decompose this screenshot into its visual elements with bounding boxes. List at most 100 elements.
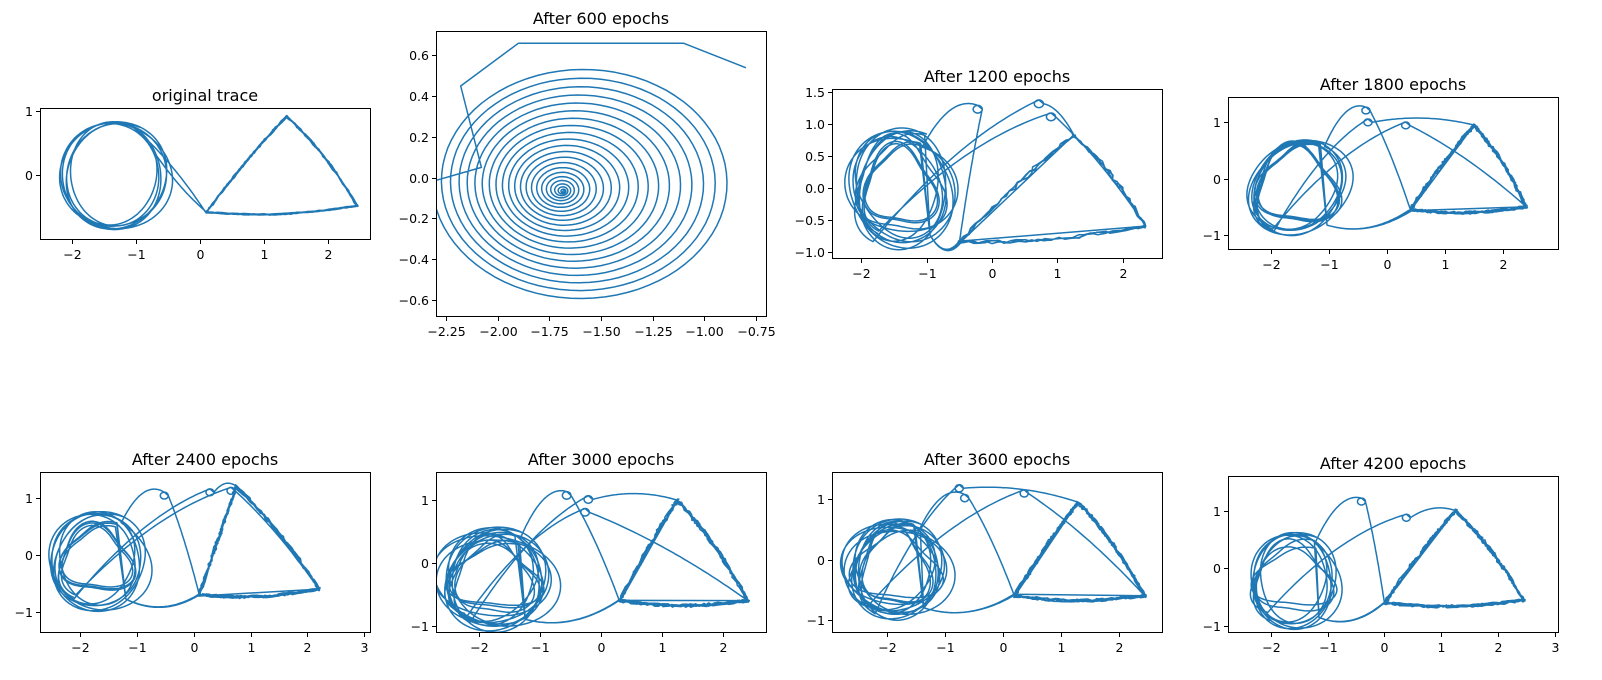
x-tick-label: −2	[470, 640, 488, 655]
axes-frame	[1228, 97, 1559, 250]
y-tick-label: 0	[421, 556, 429, 571]
x-tick-label: 2	[720, 640, 728, 655]
subplot-2: After 600 epochs −2.25 −2.00 −1.75 −1.50 −1.2…	[399, 9, 776, 339]
y-tick-label: 0.5	[805, 149, 825, 164]
x-tick-label: 2	[304, 640, 312, 655]
y-tick-label: 0	[1213, 172, 1221, 187]
y-tick-label: 1	[25, 104, 33, 119]
x-tick-label: 3	[1552, 640, 1560, 655]
subplot-title: After 1200 epochs	[924, 67, 1070, 86]
x-tick-label: 0	[1381, 640, 1389, 655]
x-tick-label: −1.50	[582, 324, 620, 339]
x-tick-label: 1	[659, 640, 667, 655]
trace-line	[48, 482, 321, 613]
y-tick-label: −1	[807, 613, 825, 628]
x-tick-label: −1.75	[530, 324, 568, 339]
x-tick-label: 0	[191, 640, 199, 655]
y-tick-label: −0.6	[399, 293, 429, 308]
subplot-8: After 4200 epochs −2 −1 0 1 2 3 −1 0 1	[1203, 454, 1560, 655]
axes-frame	[40, 472, 371, 633]
y-tick-label: 1	[1213, 115, 1221, 130]
x-tick-label: 1	[248, 640, 256, 655]
axes-frame	[832, 89, 1163, 259]
subplot-title: After 3600 epochs	[924, 450, 1070, 469]
x-tick-label: 1	[1058, 640, 1066, 655]
x-tick-label: 2	[1120, 266, 1128, 281]
x-tick-label: −1.00	[685, 324, 723, 339]
x-tick-label: 1	[1438, 640, 1446, 655]
x-tick-label: −1	[1320, 257, 1338, 272]
subplot-title: After 4200 epochs	[1320, 454, 1466, 473]
y-tick-label: 0	[1213, 561, 1221, 576]
subplot-title: original trace	[152, 86, 258, 105]
x-tick-label: 0	[989, 266, 997, 281]
y-tick-label: 0	[817, 553, 825, 568]
x-tick-label: −2	[1262, 257, 1280, 272]
trace-line	[58, 114, 359, 231]
y-tick-label: 0.4	[409, 89, 429, 104]
x-tick-label: −2	[878, 640, 896, 655]
y-tick-label: 0	[25, 548, 33, 563]
y-tick-label: −0.4	[399, 252, 429, 267]
x-tick-label: 1	[261, 247, 269, 262]
y-tick-label: 1	[25, 491, 33, 506]
x-tick-label: −1	[127, 247, 145, 262]
x-tick-label: −0.75	[737, 324, 775, 339]
x-tick-label: −2.00	[479, 324, 517, 339]
trace-line	[436, 42, 747, 300]
subplot-1: original trace −2 −1 0 1 2 0 1	[25, 86, 371, 262]
y-tick-label: 1.5	[805, 85, 825, 100]
x-tick-label: 0	[1000, 640, 1008, 655]
axes-frame	[40, 108, 371, 240]
y-tick-label: 1	[817, 492, 825, 507]
x-tick-label: 3	[361, 640, 369, 655]
y-tick-label: −1	[1203, 228, 1221, 243]
subplot-title: After 1800 epochs	[1320, 75, 1466, 94]
x-tick-label: −1	[531, 640, 549, 655]
y-tick-label: −1	[15, 605, 33, 620]
x-tick-label: −2	[1262, 640, 1280, 655]
x-tick-label: −1	[128, 640, 146, 655]
x-tick-label: 2	[325, 247, 333, 262]
y-tick-label: 0	[25, 168, 33, 183]
x-tick-label: −2	[63, 247, 81, 262]
y-tick-label: 0.0	[805, 181, 825, 196]
y-tick-label: 0.2	[409, 130, 429, 145]
x-tick-label: −1	[936, 640, 954, 655]
x-tick-label: 2	[1116, 640, 1124, 655]
subplot-title: After 3000 epochs	[528, 450, 674, 469]
y-tick-label: 0.6	[409, 48, 429, 63]
y-tick-label: −1	[411, 619, 429, 634]
x-tick-label: 1	[1442, 257, 1450, 272]
y-tick-label: 0.0	[409, 171, 429, 186]
y-tick-label: −0.5	[795, 213, 825, 228]
trace-line	[1249, 496, 1526, 631]
subplot-3: After 1200 epochs −2 −1 0 1 2 −1.0 −0.5 0.0 0.5 1.…	[795, 67, 1163, 281]
axes-frame	[1228, 476, 1559, 633]
subplot-title: After 2400 epochs	[132, 450, 278, 469]
x-tick-label: −2	[852, 266, 870, 281]
x-tick-label: −2	[71, 640, 89, 655]
trace-line	[839, 483, 1147, 621]
y-tick-label: −1	[1203, 619, 1221, 634]
trace-line	[844, 99, 1147, 252]
subplot-4: After 1800 epochs −2 −1 0 1 2 −1 0 1	[1203, 75, 1559, 272]
x-tick-label: 0	[1384, 257, 1392, 272]
subplot-title: After 600 epochs	[533, 9, 669, 28]
x-tick-label: −1	[918, 266, 936, 281]
x-tick-label: 0	[197, 247, 205, 262]
axes-frame	[832, 472, 1163, 633]
x-tick-label: 1	[1054, 266, 1062, 281]
trace-line	[1246, 105, 1529, 237]
y-tick-label: 1	[421, 493, 429, 508]
y-tick-label: −0.2	[399, 211, 429, 226]
x-tick-label: 2	[1495, 640, 1503, 655]
x-tick-label: 0	[598, 640, 606, 655]
subplot-7: After 3600 epochs −2 −1 0 1 2 −1 0 1	[807, 450, 1163, 655]
y-tick-label: 1	[1213, 504, 1221, 519]
y-tick-label: −1.0	[795, 245, 825, 260]
trace-line	[436, 489, 751, 632]
subplot-6: After 3000 epochs −2 −1 0 1 2 −1 0 1	[411, 450, 767, 655]
x-tick-label: −1	[1319, 640, 1337, 655]
